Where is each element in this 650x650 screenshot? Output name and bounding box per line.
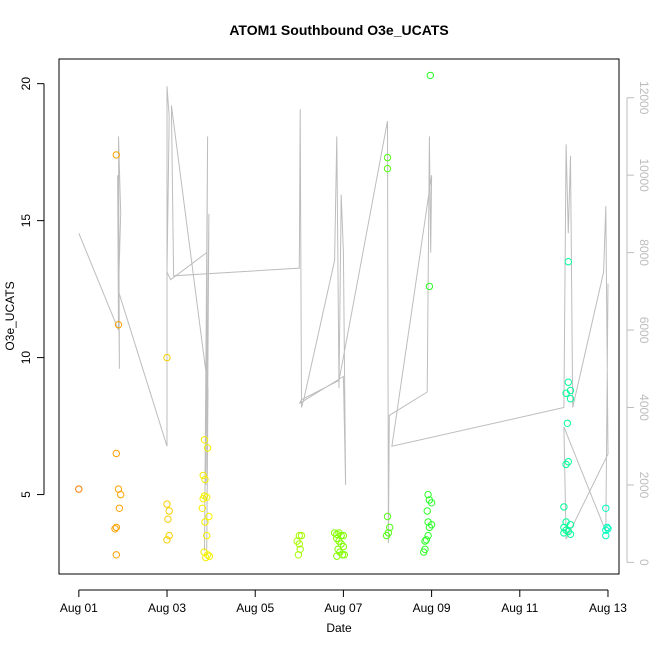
data-point bbox=[111, 525, 119, 533]
secondary-series-line bbox=[78, 86, 609, 555]
data-point bbox=[294, 551, 303, 559]
x-tick-label: Aug 07 bbox=[324, 601, 362, 615]
data-point bbox=[205, 512, 213, 521]
data-point bbox=[425, 282, 434, 291]
y-axis-label: O3e_UCATS bbox=[3, 281, 17, 350]
data-point bbox=[339, 531, 348, 540]
x-tick-label: Aug 13 bbox=[589, 601, 627, 615]
data-point bbox=[383, 512, 392, 521]
data-point bbox=[164, 515, 172, 523]
data-point bbox=[566, 530, 575, 538]
secondary-line-layer bbox=[78, 86, 609, 555]
data-point bbox=[205, 552, 214, 560]
data-point bbox=[424, 490, 432, 499]
data-point bbox=[112, 449, 121, 458]
data-point bbox=[602, 504, 610, 512]
data-point bbox=[564, 378, 572, 386]
data-point bbox=[340, 551, 348, 559]
x-tick-label: Aug 09 bbox=[413, 601, 451, 615]
data-point bbox=[426, 71, 434, 80]
data-point bbox=[200, 436, 209, 444]
data-point bbox=[602, 531, 610, 540]
data-point bbox=[163, 536, 171, 544]
data-point bbox=[420, 548, 428, 556]
y2-axis: 0 2000 4000 6000 8000 10000 12000 bbox=[626, 81, 650, 566]
data-point bbox=[383, 153, 392, 162]
y2-tick-label: 12000 bbox=[637, 81, 650, 115]
data-point bbox=[604, 525, 612, 533]
data-point bbox=[115, 504, 124, 512]
y-axis: 5 10 15 20 bbox=[19, 77, 45, 498]
data-point bbox=[333, 552, 341, 560]
data-point bbox=[383, 164, 392, 173]
data-point bbox=[425, 523, 434, 532]
data-point bbox=[562, 389, 570, 397]
data-point bbox=[564, 258, 572, 266]
y-tick-label: 5 bbox=[19, 491, 33, 498]
data-point bbox=[112, 151, 121, 159]
data-point bbox=[198, 504, 207, 512]
y2-tick-label: 2000 bbox=[637, 472, 650, 499]
data-point bbox=[566, 395, 575, 403]
y2-tick-label: 6000 bbox=[637, 317, 650, 344]
data-point bbox=[382, 531, 391, 540]
y2-tick-label: 4000 bbox=[637, 394, 650, 421]
y-tick-label: 10 bbox=[19, 351, 33, 365]
y-tick-label: 20 bbox=[19, 77, 33, 91]
data-point bbox=[386, 523, 394, 532]
data-point bbox=[562, 460, 570, 469]
data-point bbox=[602, 526, 610, 534]
x-tick-label: Aug 11 bbox=[501, 601, 538, 615]
data-point bbox=[202, 553, 210, 562]
data-point bbox=[203, 493, 211, 501]
y2-tick-label: 0 bbox=[637, 559, 650, 566]
data-point bbox=[295, 540, 303, 548]
y-tick-label: 15 bbox=[19, 214, 33, 228]
data-point bbox=[163, 353, 171, 362]
data-point bbox=[117, 490, 125, 499]
x-tick-label: Aug 05 bbox=[236, 601, 274, 615]
data-point bbox=[199, 495, 207, 503]
points-layer bbox=[75, 71, 612, 562]
data-point bbox=[566, 521, 575, 529]
x-tick-label: Aug 03 bbox=[148, 601, 186, 615]
data-point bbox=[423, 507, 431, 515]
data-point bbox=[163, 500, 171, 508]
chart-title: ATOM1 Southbound O3e_UCATS bbox=[229, 22, 448, 38]
plot-frame bbox=[58, 58, 620, 575]
data-point bbox=[112, 551, 121, 559]
y2-tick-label: 8000 bbox=[637, 239, 650, 266]
x-tick-label: Aug 01 bbox=[60, 601, 98, 615]
data-point bbox=[165, 507, 173, 515]
data-point bbox=[424, 531, 432, 540]
data-point bbox=[201, 518, 209, 526]
x-axis: Aug 01 Aug 03 Aug 05 Aug 07 Aug 09 Aug 11 Aug … bbox=[60, 589, 627, 615]
data-point bbox=[201, 475, 209, 484]
data-point bbox=[114, 321, 123, 329]
data-point bbox=[563, 419, 572, 427]
x-axis-label: Date bbox=[326, 621, 352, 635]
y2-tick-label: 10000 bbox=[637, 158, 650, 192]
data-point bbox=[427, 499, 436, 507]
data-point bbox=[297, 531, 306, 540]
data-point bbox=[112, 523, 121, 532]
data-point bbox=[165, 531, 173, 540]
data-point bbox=[203, 531, 211, 540]
data-point bbox=[421, 537, 429, 545]
data-point bbox=[199, 471, 207, 480]
data-point bbox=[560, 503, 568, 511]
data-point bbox=[422, 536, 430, 544]
data-point bbox=[203, 444, 212, 452]
data-point bbox=[75, 485, 83, 493]
